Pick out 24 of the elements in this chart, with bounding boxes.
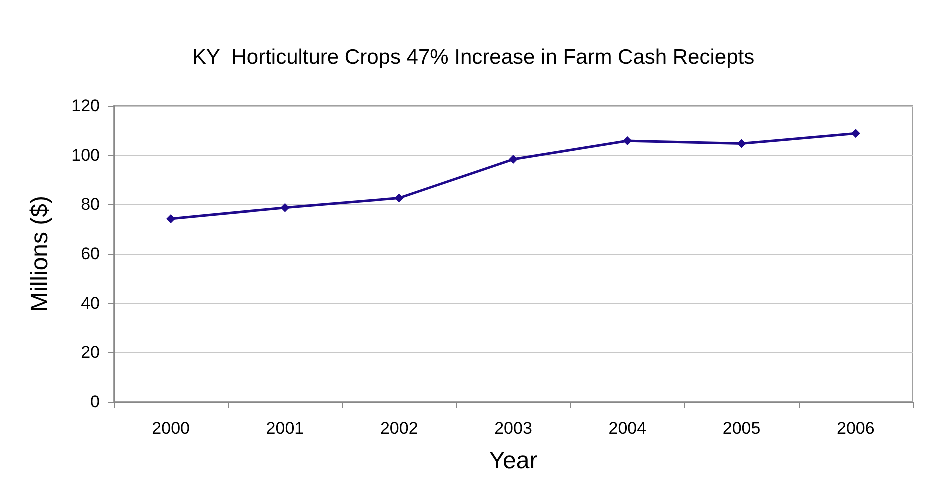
- x-tick-label: 2005: [722, 419, 761, 438]
- y-tick-label: 80: [81, 195, 100, 214]
- y-tick-label: 60: [81, 244, 100, 264]
- x-tick-label: 2002: [380, 419, 418, 438]
- y-tick-label: 100: [72, 146, 100, 165]
- point: [623, 136, 632, 146]
- y-tick-label: 0: [90, 392, 100, 412]
- point: [851, 129, 860, 138]
- point: [737, 139, 746, 148]
- y-axis-title: Millions ($): [26, 196, 54, 312]
- chart-title: KY Horticulture Crops 47% Increase in Farm Cash Reciepts: [192, 46, 755, 69]
- point: [394, 194, 404, 203]
- point: [166, 214, 176, 224]
- y-tick-label: 120: [72, 96, 100, 116]
- x-tick-label: 2006: [837, 419, 875, 438]
- y-tick-label: 40: [81, 294, 100, 313]
- x-axis-title: Year: [489, 448, 538, 474]
- x-tick-label: 2004: [608, 419, 647, 438]
- x-tick-label: 2000: [152, 419, 190, 438]
- x-tick-label: 2003: [494, 419, 532, 438]
- point: [509, 155, 518, 164]
- y-tick-label: 20: [81, 343, 100, 362]
- x-tick-label: 2001: [266, 419, 304, 438]
- point: [280, 203, 290, 212]
